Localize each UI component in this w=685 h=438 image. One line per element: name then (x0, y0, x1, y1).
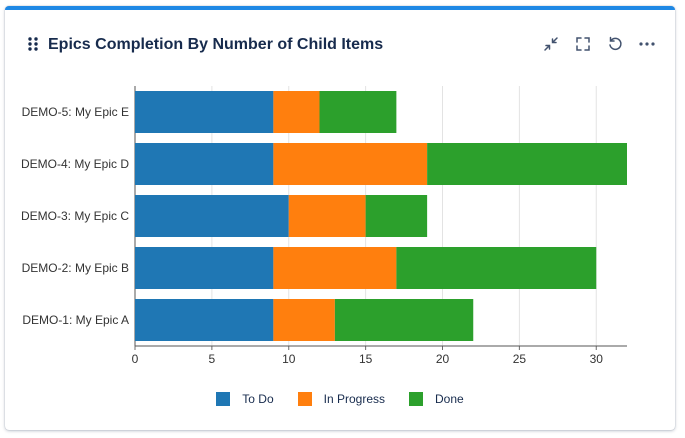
card-header: Epics Completion By Number of Child Item… (5, 10, 675, 66)
x-tick-label: 30 (590, 352, 604, 366)
epics-bar-chart: 0 5 10 15 20 25 30 DEMO-5: My Epic E DEMO-4: My … (21, 86, 627, 366)
bar-segment-done[interactable] (334, 299, 474, 341)
bar-segment-in-progress[interactable] (273, 247, 397, 289)
x-tick-label: 10 (282, 352, 296, 366)
x-tick-label: 15 (359, 352, 373, 366)
y-category-label: DEMO-2: My Epic B (22, 261, 129, 275)
collapse-icon[interactable] (539, 32, 563, 56)
legend-item-in-progress[interactable]: In Progress (297, 392, 386, 406)
y-category-label: DEMO-3: My Epic C (21, 209, 129, 223)
chart-card: Epics Completion By Number of Child Item… (5, 6, 675, 430)
x-tick-label: 0 (132, 352, 139, 366)
bar-segment-in-progress[interactable] (273, 91, 320, 133)
bar-segment-to-do[interactable] (135, 247, 274, 289)
drag-handle-icon[interactable] (27, 36, 39, 52)
bar-segment-in-progress[interactable] (273, 143, 428, 185)
bar-segment-done[interactable] (427, 143, 627, 185)
bar-segment-to-do[interactable] (135, 91, 274, 133)
legend-label: In Progress (323, 392, 386, 406)
y-category-label: DEMO-1: My Epic A (22, 313, 129, 327)
fullscreen-icon[interactable] (571, 32, 595, 56)
refresh-icon[interactable] (603, 32, 627, 56)
bar-segment-to-do[interactable] (135, 195, 289, 237)
legend-item-to-do[interactable]: To Do (216, 392, 274, 406)
card-actions (539, 32, 659, 56)
bar-segment-to-do[interactable] (135, 299, 274, 341)
more-icon[interactable] (635, 32, 659, 56)
legend-swatch (216, 392, 231, 406)
legend-label: To Do (242, 392, 274, 406)
bar-segment-in-progress[interactable] (288, 195, 366, 237)
x-tick-label: 5 (209, 352, 216, 366)
bar-segment-done[interactable] (396, 247, 597, 289)
legend-swatch (409, 392, 424, 406)
bar-segment-in-progress[interactable] (273, 299, 335, 341)
legend-label: Done (435, 392, 464, 406)
y-category-label: DEMO-5: My Epic E (22, 105, 129, 119)
x-tick-label: 25 (513, 352, 527, 366)
chart-legend: To Do In Progress Done (5, 392, 675, 406)
bar-segment-done[interactable] (319, 91, 397, 133)
legend-item-done[interactable]: Done (409, 392, 464, 406)
x-tick-label: 20 (436, 352, 450, 366)
chart-title: Epics Completion By Number of Child Item… (48, 36, 384, 53)
legend-swatch (297, 392, 312, 406)
bar-segment-done[interactable] (365, 195, 428, 237)
y-category-label: DEMO-4: My Epic D (21, 157, 129, 171)
bar-segment-to-do[interactable] (135, 143, 274, 185)
